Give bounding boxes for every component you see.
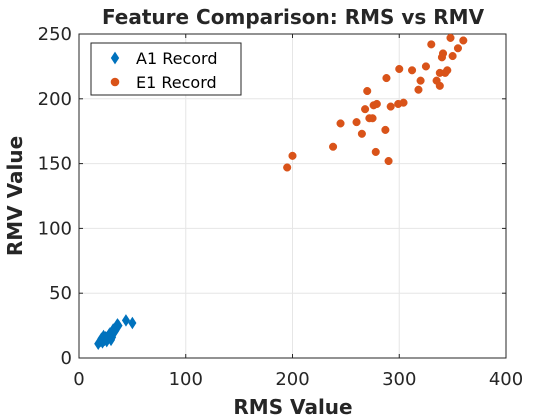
point-e1-1 bbox=[288, 151, 297, 160]
axes bbox=[78, 33, 507, 359]
tick-labels: 0 100 200 300 400 0 50 100 150 200 250 bbox=[38, 24, 524, 390]
point-e1-18 bbox=[395, 64, 404, 74]
legend: A1 Record E1 Record bbox=[90, 42, 242, 96]
point-e1-32 bbox=[446, 33, 455, 42]
x-tick-label-3: 300 bbox=[382, 369, 416, 390]
point-e1-5 bbox=[357, 129, 366, 138]
x-tick-label-0: 0 bbox=[73, 369, 84, 390]
y-tick-label-5: 250 bbox=[38, 24, 72, 45]
legend-marker-a1 bbox=[110, 51, 120, 65]
point-e1-21 bbox=[414, 85, 423, 94]
point-e1-29 bbox=[438, 49, 448, 58]
chart-title: Feature Comparison: RMS vs RMV bbox=[102, 5, 485, 29]
x-tick-label-4: 400 bbox=[489, 369, 523, 390]
point-e1-23 bbox=[421, 62, 430, 71]
point-a1-21 bbox=[128, 316, 137, 330]
point-e1-7 bbox=[363, 86, 372, 96]
y-axis-label: RMV Value bbox=[3, 136, 27, 256]
point-e1-3 bbox=[336, 119, 345, 128]
point-e1-19 bbox=[399, 98, 408, 107]
legend-label-e1: E1 Record bbox=[136, 73, 217, 92]
point-e1-0 bbox=[283, 163, 292, 172]
y-tick-label-3: 150 bbox=[38, 154, 72, 175]
point-e1-14 bbox=[382, 74, 391, 83]
y-tick-label-1: 50 bbox=[49, 283, 72, 304]
point-e1-11 bbox=[371, 147, 380, 156]
point-e1-16 bbox=[386, 102, 395, 111]
point-e1-26 bbox=[435, 81, 444, 90]
series-a1 bbox=[94, 314, 137, 350]
point-e1-6 bbox=[361, 105, 370, 114]
point-e1-9 bbox=[368, 114, 377, 123]
x-tick-label-2: 200 bbox=[275, 369, 309, 390]
x-tick-label-1: 100 bbox=[169, 369, 203, 390]
point-e1-4 bbox=[352, 118, 361, 127]
point-e1-22 bbox=[416, 76, 425, 85]
y-tick-label-4: 200 bbox=[38, 89, 72, 110]
legend-box bbox=[90, 42, 242, 96]
point-e1-20 bbox=[408, 66, 417, 75]
point-e1-15 bbox=[384, 156, 393, 166]
point-e1-33 bbox=[448, 51, 457, 61]
point-e1-24 bbox=[427, 40, 436, 49]
point-e1-2 bbox=[329, 142, 338, 151]
point-e1-34 bbox=[453, 44, 463, 53]
data-points bbox=[94, 33, 468, 350]
point-e1-35 bbox=[459, 36, 468, 45]
y-tick-label-0: 0 bbox=[61, 348, 72, 369]
point-e1-31 bbox=[443, 66, 452, 75]
series-e1 bbox=[283, 33, 468, 172]
point-a1-19 bbox=[106, 333, 116, 347]
point-a1-18 bbox=[114, 319, 123, 332]
y-tick-label-2: 100 bbox=[38, 218, 72, 239]
legend-marker-e1 bbox=[110, 77, 120, 87]
x-axis-label: RMS Value bbox=[233, 395, 352, 419]
point-e1-12 bbox=[372, 99, 381, 109]
legend-label-a1: A1 Record bbox=[136, 49, 218, 68]
point-e1-13 bbox=[381, 125, 390, 134]
point-a1-20 bbox=[121, 314, 131, 327]
